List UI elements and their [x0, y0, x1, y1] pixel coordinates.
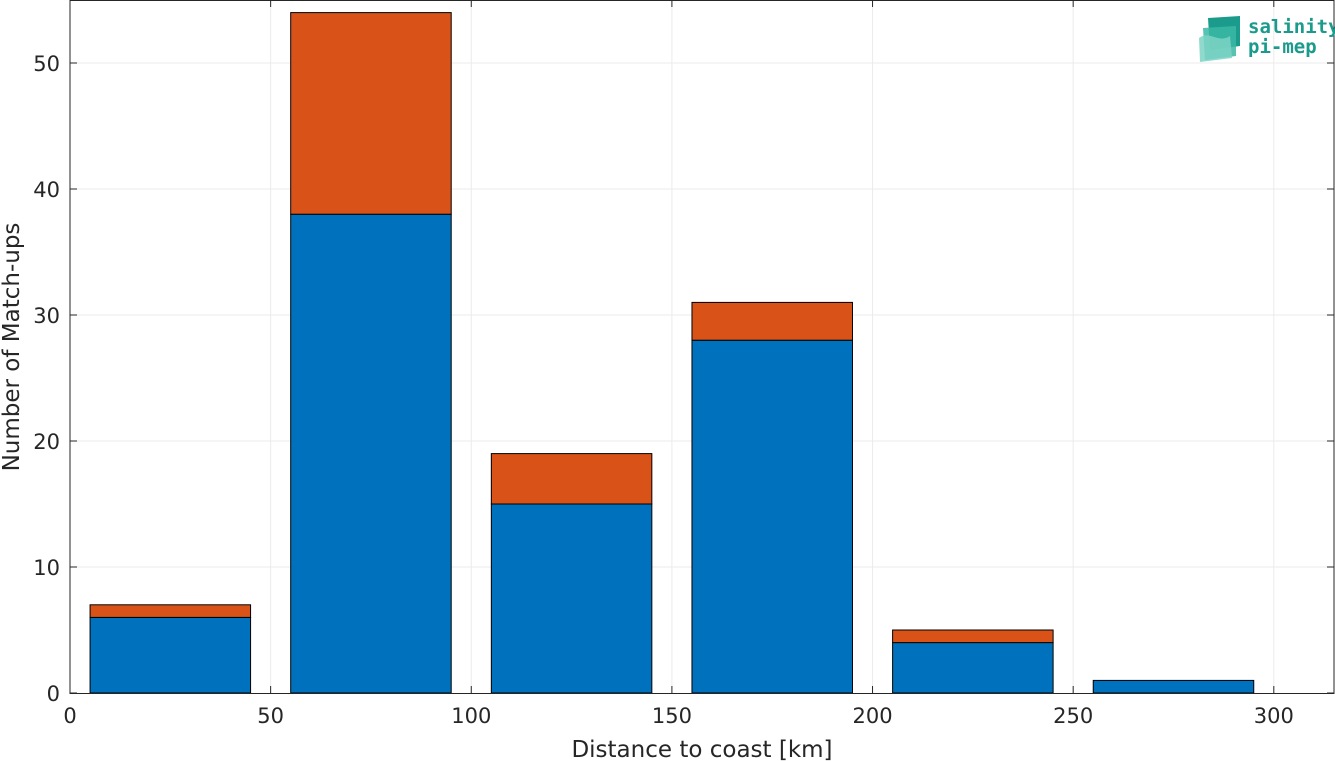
bar-series1	[892, 642, 1054, 694]
x-tick-label: 200	[852, 704, 892, 728]
axes-box	[69, 0, 1335, 694]
x-tick-label: 150	[652, 704, 692, 728]
x-tick-label: 50	[257, 704, 284, 728]
bar-series1	[89, 616, 252, 694]
bar-series1	[691, 339, 853, 694]
bar-series2	[490, 453, 653, 505]
x-tick-label: 250	[1053, 704, 1093, 728]
logo-line1: salinity	[1248, 16, 1335, 38]
logo-icon	[1199, 16, 1240, 62]
y-tick-label: 50	[33, 52, 60, 76]
y-axis-label: Number of Match-ups	[0, 223, 25, 472]
y-tick-label: 20	[33, 430, 60, 454]
axes	[69, 0, 1335, 694]
bar-series2	[892, 629, 1054, 644]
y-tick-label: 10	[33, 556, 60, 580]
y-tick-label: 0	[47, 682, 60, 706]
bar-series2	[691, 301, 853, 341]
bar-series2	[89, 604, 252, 618]
logo-line2: pi-mep	[1248, 36, 1317, 58]
x-axis-label: Distance to coast [km]	[571, 737, 832, 761]
bar-series1	[290, 213, 452, 694]
y-tick-label: 40	[33, 178, 60, 202]
x-tick-label: 300	[1254, 704, 1294, 728]
y-tick-label: 30	[33, 304, 60, 328]
salinity-pi-mep-logo: salinity pi-mep	[1199, 16, 1335, 62]
x-tick-labels: 0 50 100 150 200 250 300	[63, 704, 1294, 728]
y-tick-labels: 0 10 20 30 40 50	[33, 52, 60, 706]
bar-series1	[490, 503, 653, 694]
bar-series1	[1092, 679, 1255, 694]
x-tick-label: 100	[451, 704, 491, 728]
bar-series2	[290, 12, 452, 215]
bars-group	[89, 12, 1255, 694]
x-tick-label: 0	[63, 704, 76, 728]
